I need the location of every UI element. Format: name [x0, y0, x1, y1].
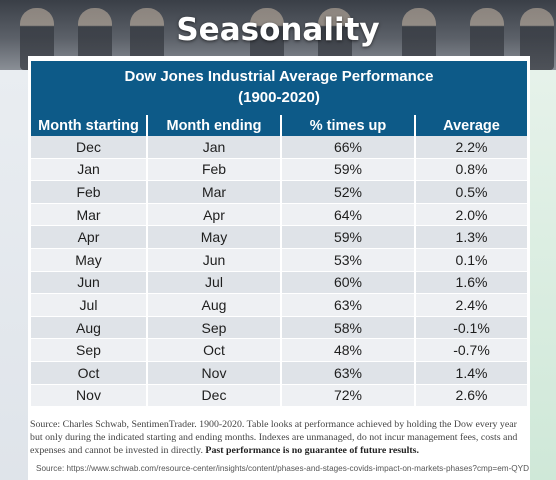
table-subtitle: (1900-2020) — [238, 89, 320, 106]
table-cell: 48% — [281, 338, 416, 362]
table-title-bar: Dow Jones Industrial Average Performance… — [31, 61, 527, 115]
table-cell: 63% — [281, 361, 416, 385]
table-cell: Apr — [31, 225, 148, 249]
table-cell: Feb — [147, 158, 282, 182]
column-header: Month starting — [31, 115, 148, 136]
table-cell: 59% — [281, 158, 416, 182]
table-cell: Jul — [147, 271, 282, 295]
table-cell: Jun — [147, 248, 282, 272]
performance-table: Month starting Month ending % times up A… — [31, 115, 527, 408]
table-cell: 52% — [281, 180, 416, 204]
table-cell: 2.2% — [415, 136, 527, 159]
table-cell: 59% — [281, 225, 416, 249]
table-row: Oct Nov 63% 1.4% — [31, 361, 527, 385]
table-cell: Apr — [147, 203, 282, 227]
table-cell: Jul — [31, 293, 148, 317]
left-backdrop — [0, 70, 28, 480]
table-cell: Dec — [147, 384, 282, 408]
table-cell: -0.7% — [415, 338, 527, 362]
table-cell: 66% — [281, 136, 416, 159]
table-cell: 63% — [281, 293, 416, 317]
table-cell: Aug — [31, 316, 148, 340]
slide-title: Seasonality — [176, 12, 380, 48]
table-row: May Jun 53% 0.1% — [31, 248, 527, 272]
table-cell: 0.5% — [415, 180, 527, 204]
table-cell: 0.1% — [415, 248, 527, 272]
table-row: Apr May 59% 1.3% — [31, 225, 527, 249]
table-cell: 2.4% — [415, 293, 527, 317]
table-cell: 64% — [281, 203, 416, 227]
table-cell: 0.8% — [415, 158, 527, 182]
table-row: Mar Apr 64% 2.0% — [31, 203, 527, 227]
table-row: Jan Feb 59% 0.8% — [31, 158, 527, 182]
table-cell: 2.0% — [415, 203, 527, 227]
source-url: Source: https://www.schwab.com/resource-… — [36, 464, 530, 473]
table-row: Nov Dec 72% 2.6% — [31, 384, 527, 408]
table-cell: Jan — [31, 158, 148, 182]
table-row: Dec Jan 66% 2.2% — [31, 136, 527, 159]
table-cell: Aug — [147, 293, 282, 317]
table-cell: Dec — [31, 136, 148, 159]
right-backdrop — [526, 70, 556, 480]
table-cell: Sep — [147, 316, 282, 340]
table-cell: 60% — [281, 271, 416, 295]
column-header: Average — [415, 115, 527, 136]
table-cell: May — [31, 248, 148, 272]
table-cell: Oct — [147, 338, 282, 362]
table-cell: 1.3% — [415, 225, 527, 249]
table-cell: Nov — [31, 384, 148, 408]
table-row: Aug Sep 58% -0.1% — [31, 316, 527, 340]
table-cell: Feb — [31, 180, 148, 204]
table-cell: -0.1% — [415, 316, 527, 340]
table-cell: Oct — [31, 361, 148, 385]
table-cell: Mar — [31, 203, 148, 227]
disclaimer-text: Past performance is no guarantee of futu… — [205, 445, 419, 456]
table-row: Feb Mar 52% 0.5% — [31, 180, 527, 204]
table-title: Dow Jones Industrial Average Performance — [124, 68, 434, 85]
table-cell: 72% — [281, 384, 416, 408]
column-header: % times up — [281, 115, 416, 136]
table-row: Jul Aug 63% 2.4% — [31, 293, 527, 317]
source-footnote: Source: Charles Schwab, SentimenTrader. … — [30, 418, 530, 457]
table-cell: Nov — [147, 361, 282, 385]
table-cell: 1.4% — [415, 361, 527, 385]
table-card: Dow Jones Industrial Average Performance… — [28, 56, 530, 480]
table-row: Sep Oct 48% -0.7% — [31, 338, 527, 362]
footnote-text: Source: Charles Schwab, SentimenTrader. … — [30, 419, 518, 456]
table-cell: May — [147, 225, 282, 249]
table-cell: 53% — [281, 248, 416, 272]
table-cell: 1.6% — [415, 271, 527, 295]
table-cell: Sep — [31, 338, 148, 362]
table-cell: 58% — [281, 316, 416, 340]
table-cell: 2.6% — [415, 384, 527, 408]
table-cell: Jun — [31, 271, 148, 295]
header-row: Month starting Month ending % times up A… — [31, 115, 527, 136]
table-cell: Jan — [147, 136, 282, 159]
table-row: Jun Jul 60% 1.6% — [31, 271, 527, 295]
column-header: Month ending — [147, 115, 282, 136]
table-cell: Mar — [147, 180, 282, 204]
